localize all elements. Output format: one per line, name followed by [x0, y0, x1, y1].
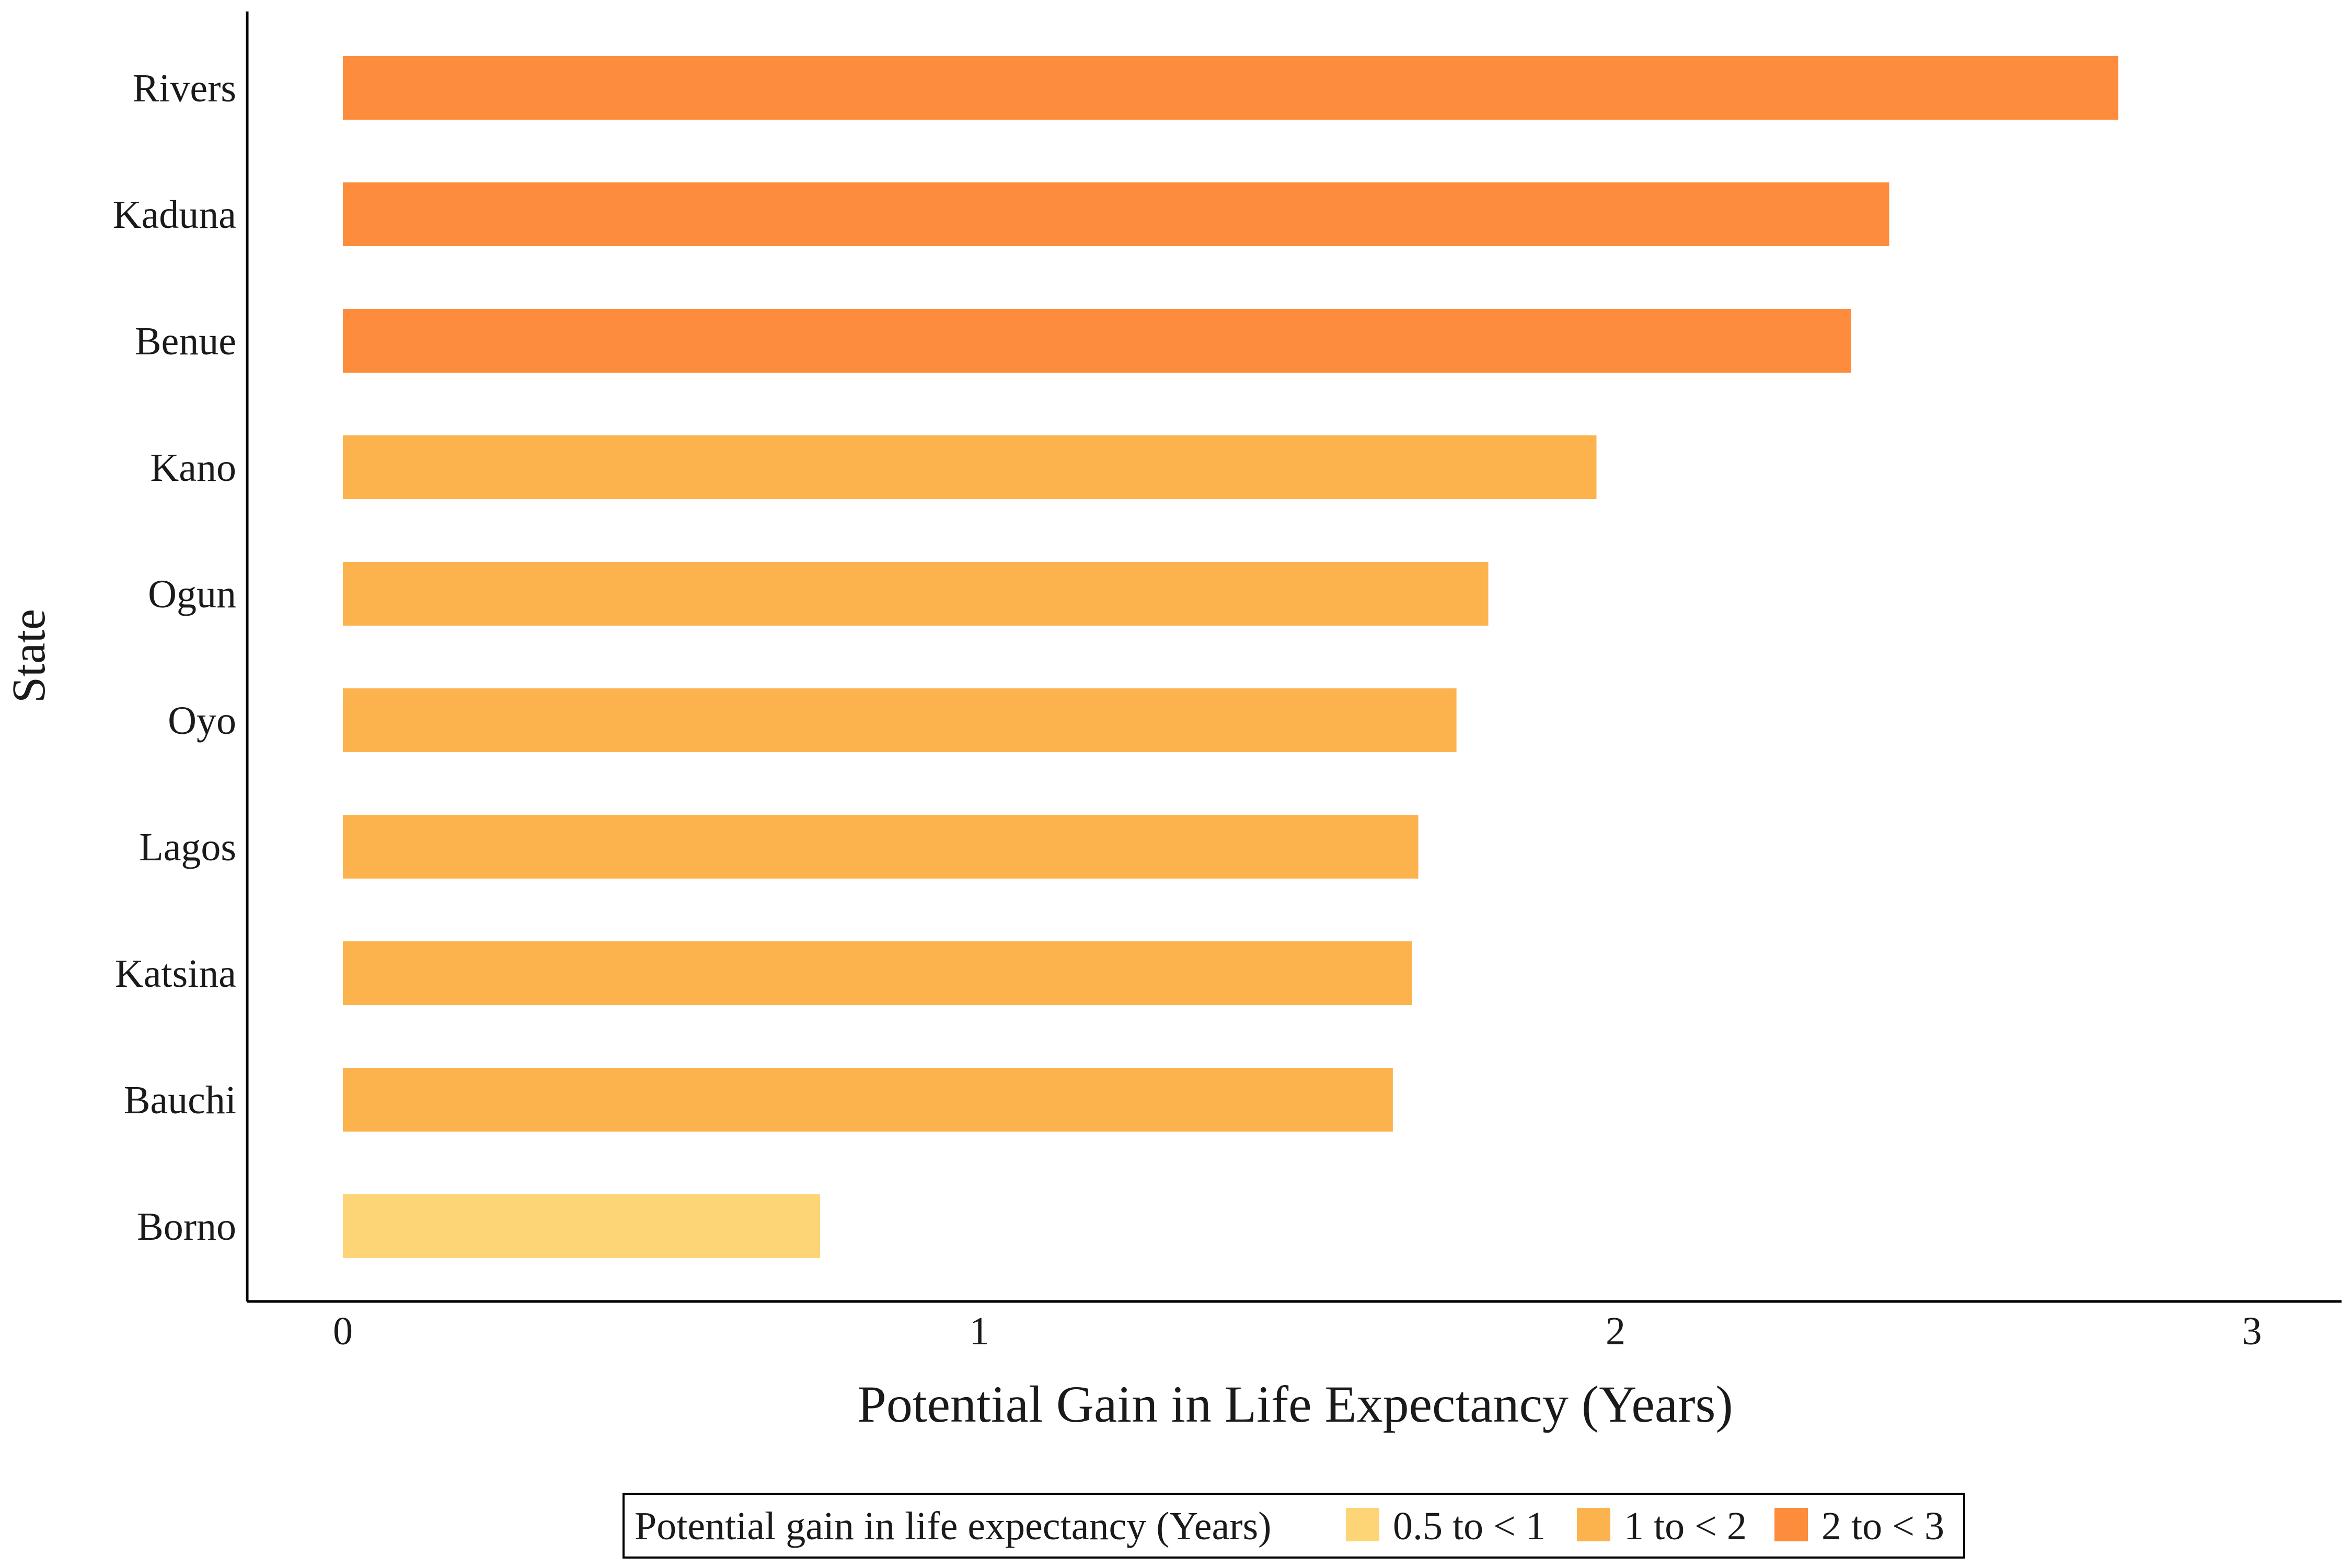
y-tick-label-ogun: Ogun	[148, 572, 236, 616]
x-axis-title: Potential Gain in Life Expectancy (Years…	[857, 1375, 1733, 1433]
bar-lagos	[343, 815, 1419, 879]
y-tick-label-kano: Kano	[150, 446, 236, 490]
x-tick-label-1: 1	[970, 1309, 989, 1353]
x-tick-label-3: 3	[2242, 1309, 2262, 1353]
y-tick-label-lagos: Lagos	[139, 825, 236, 869]
bar-kaduna	[343, 182, 1889, 246]
legend-swatch-2-to-3	[1774, 1508, 1808, 1541]
bars-layer	[343, 56, 2118, 1258]
bar-borno	[343, 1194, 821, 1258]
bar-benue	[343, 309, 1851, 373]
y-tick-label-rivers: Rivers	[133, 66, 236, 110]
y-tick-label-bauchi: Bauchi	[124, 1078, 236, 1122]
bar-oyo	[343, 688, 1457, 752]
legend-label-1-to-2: 1 to < 2	[1624, 1504, 1747, 1548]
y-tick-label-borno: Borno	[137, 1205, 236, 1249]
legend-title: Potential gain in life expectancy (Years…	[635, 1504, 1271, 1548]
bar-kano	[343, 435, 1597, 499]
bar-rivers	[343, 56, 2118, 120]
y-axis-title: State	[3, 609, 55, 703]
legend-box	[622, 1493, 1965, 1559]
bar-katsina	[343, 941, 1412, 1005]
y-tick-labels: Rivers Kaduna Benue Kano Ogun Oyo Lagos Katsina…	[113, 66, 236, 1249]
x-tick-labels: 0 1 2 3	[333, 1309, 2262, 1353]
bar-bauchi	[343, 1068, 1393, 1132]
legend-swatch-0-5-to-1	[1346, 1508, 1379, 1541]
legend: Potential gain in life expectancy (Years…	[622, 1493, 1965, 1559]
y-tick-label-kaduna: Kaduna	[113, 193, 236, 237]
legend-items: 0.5 to < 1 1 to < 2 2 to < 3	[1346, 1504, 1944, 1548]
legend-swatch-1-to-2	[1577, 1508, 1610, 1541]
x-tick-label-2: 2	[1606, 1309, 1625, 1353]
x-tick-label-0: 0	[333, 1309, 353, 1353]
y-tick-label-katsina: Katsina	[115, 952, 236, 996]
y-tick-label-oyo: Oyo	[168, 699, 236, 743]
bar-ogun	[343, 562, 1489, 626]
legend-label-0-5-to-1: 0.5 to < 1	[1393, 1504, 1546, 1548]
y-tick-label-benue: Benue	[135, 319, 236, 363]
legend-label-2-to-3: 2 to < 3	[1821, 1504, 1944, 1548]
